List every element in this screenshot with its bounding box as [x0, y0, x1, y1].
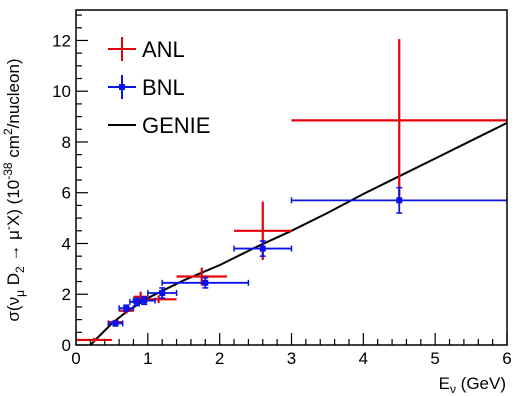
bnl-marker	[141, 297, 148, 304]
anl-point	[291, 39, 507, 202]
y-tick-label: 0	[62, 336, 71, 355]
bnl-point	[147, 287, 178, 299]
x-axis-label: Eν (GeV)	[439, 374, 506, 396]
legend-entry-anl: ANL	[108, 37, 185, 62]
legend-entry-genie: GENIE	[108, 113, 210, 138]
bnl-point	[161, 276, 250, 289]
x-tick-label: 0	[71, 349, 80, 368]
bnl-marker	[202, 279, 209, 286]
genie-curve	[89, 122, 507, 345]
x-tick-label: 3	[287, 349, 296, 368]
bnl-marker	[159, 289, 166, 296]
y-tick-label: 8	[62, 133, 71, 152]
legend: ANL BNL GENIE	[108, 37, 210, 138]
y-tick-label: 2	[62, 285, 71, 304]
bnl-marker	[123, 305, 130, 312]
bnl-marker	[396, 197, 403, 204]
bnl-point	[290, 186, 507, 214]
x-tick-label: 5	[430, 349, 439, 368]
x-tick-label: 1	[143, 349, 152, 368]
y-axis-label: σ(νμ D2 → μ-X) (10-38 cm2/nucleon)	[1, 58, 27, 321]
bnl-point	[107, 320, 124, 327]
bnl-marker	[112, 320, 119, 327]
legend-marker-bnl	[119, 84, 125, 90]
x-tick-label: 2	[215, 349, 224, 368]
bnl-point	[233, 240, 293, 257]
legend-label-anl: ANL	[142, 37, 185, 62]
legend-label-genie: GENIE	[142, 113, 210, 138]
y-tick-label: 12	[52, 31, 71, 50]
legend-entry-bnl: BNL	[108, 75, 185, 100]
data-points-layer	[76, 39, 507, 342]
x-tick-label: 4	[359, 349, 368, 368]
bnl-marker	[259, 245, 266, 252]
legend-label-bnl: BNL	[142, 75, 185, 100]
bnl-point	[118, 304, 135, 312]
genie-curve-layer	[89, 122, 507, 345]
y-tick-label: 4	[62, 234, 71, 253]
x-tick-label: 6	[502, 349, 511, 368]
anl-point	[76, 337, 112, 342]
y-tick-label: 6	[62, 184, 71, 203]
y-tick-label: 10	[52, 82, 71, 101]
bnl-point	[132, 296, 156, 306]
bnl-marker	[134, 298, 141, 305]
